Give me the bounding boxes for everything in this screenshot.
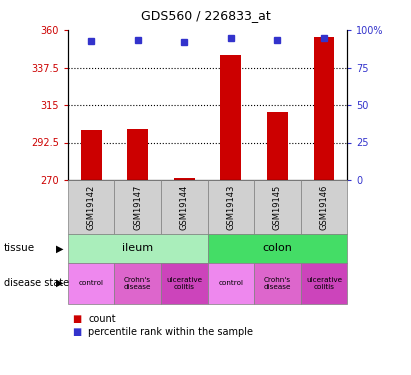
Text: ▶: ▶	[56, 278, 63, 288]
Text: ■: ■	[72, 327, 81, 337]
Bar	[127, 129, 148, 180]
Text: Crohn's
disease: Crohn's disease	[124, 277, 151, 290]
Bar	[220, 55, 241, 180]
Text: disease state: disease state	[4, 278, 69, 288]
Text: GSM19145: GSM19145	[273, 184, 282, 230]
Text: ■: ■	[72, 314, 81, 324]
Text: ulcerative
colitis: ulcerative colitis	[166, 277, 202, 290]
Text: Crohn's
disease: Crohn's disease	[264, 277, 291, 290]
Text: GSM19142: GSM19142	[87, 184, 96, 230]
Text: GSM19144: GSM19144	[180, 184, 189, 230]
Bar	[174, 177, 195, 180]
Text: count: count	[88, 314, 116, 324]
Text: tissue: tissue	[4, 243, 35, 254]
Text: GSM19147: GSM19147	[133, 184, 142, 230]
Bar	[81, 130, 102, 180]
Text: GSM19146: GSM19146	[319, 184, 328, 230]
Text: control: control	[218, 280, 243, 286]
Text: ulcerative
colitis: ulcerative colitis	[306, 277, 342, 290]
Text: control: control	[79, 280, 104, 286]
Text: GDS560 / 226833_at: GDS560 / 226833_at	[141, 9, 270, 22]
Bar	[267, 112, 288, 180]
Bar	[314, 37, 335, 180]
Text: ileum: ileum	[122, 243, 153, 254]
Text: ▶: ▶	[56, 243, 63, 254]
Text: percentile rank within the sample: percentile rank within the sample	[88, 327, 253, 337]
Text: colon: colon	[263, 243, 292, 254]
Text: GSM19143: GSM19143	[226, 184, 236, 230]
